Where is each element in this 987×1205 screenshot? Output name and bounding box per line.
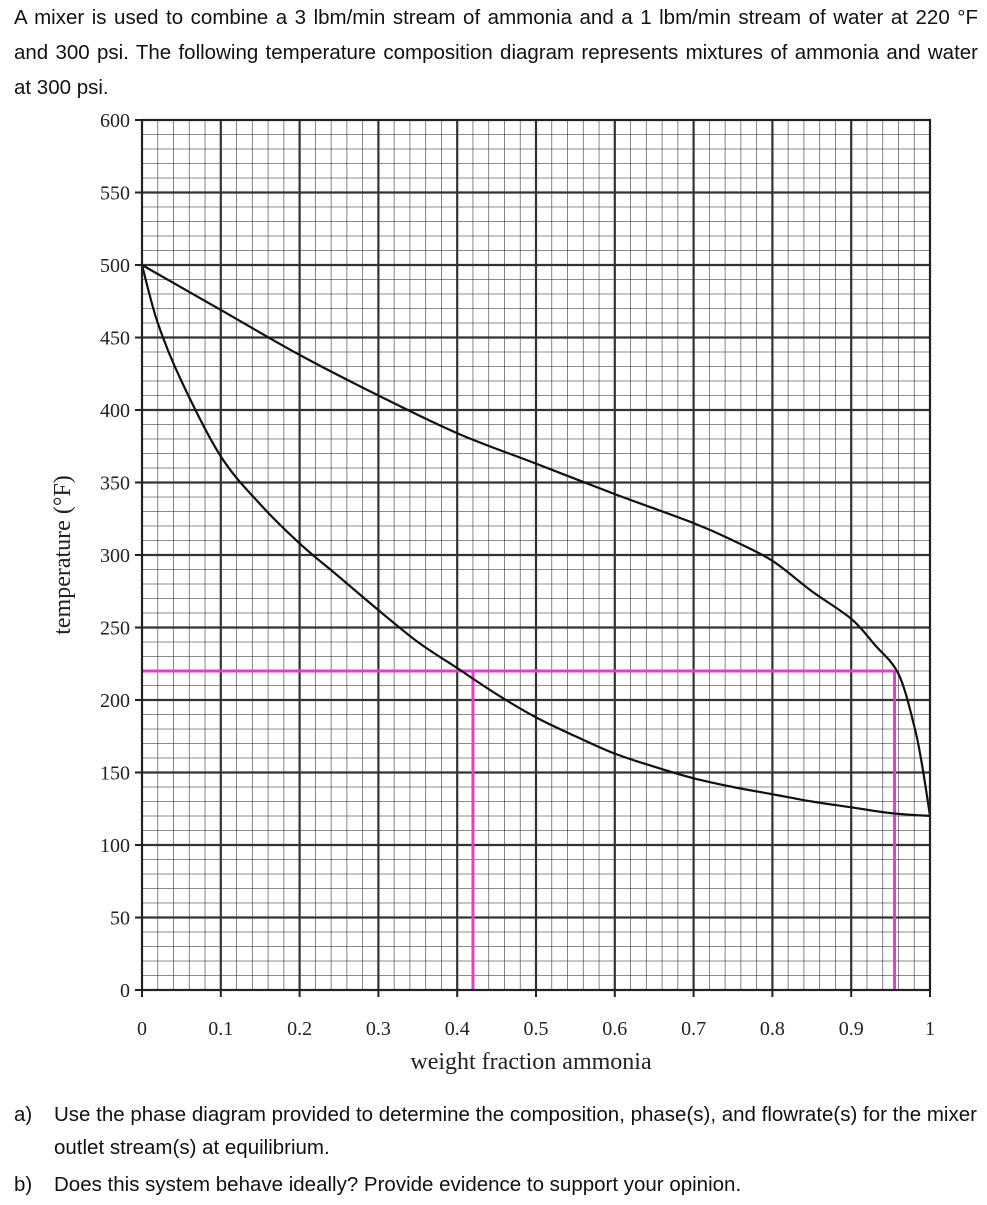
tick-labels: 0 50 100 150 200 250 300 350 400 450 500 550 600 0 0.1… [100,110,935,1040]
y-tick-label: 150 [100,763,130,785]
y-tick-label: 450 [100,328,130,350]
question-text: Use the phase diagram provided to determ… [54,1103,977,1159]
y-tick-label: 50 [110,908,130,930]
y-tick-label: 500 [100,255,130,277]
x-tick-label: 0.5 [524,1018,549,1040]
y-tick-label: 300 [100,545,130,567]
highlight-lines [142,669,897,990]
x-axis-label: weight fraction ammonia [410,1049,652,1075]
y-tick-label: 0 [120,980,130,1002]
question-text: Does this system behave ideally? Provide… [54,1173,742,1196]
questions-list: a) Use the phase diagram provided to det… [14,1098,979,1205]
temperature-composition-chart: 0 50 100 150 200 250 300 350 400 450 500 550 600 0 0.1… [50,110,935,1075]
x-tick-label: 0.3 [366,1018,391,1040]
x-tick-label: 0.6 [602,1018,627,1040]
problem-intro: A mixer is used to combine a 3 lbm/min s… [14,6,978,99]
y-tick-label: 250 [100,618,130,640]
question-a: a) Use the phase diagram provided to det… [14,1098,979,1164]
major-gridlines [142,120,930,990]
phase-curves [140,264,932,818]
y-tick-label: 600 [100,110,130,132]
y-axis-label: temperature (°F) [50,475,76,635]
bubble-point-curve [140,264,931,818]
x-tick-label: 0 [137,1018,147,1040]
x-tick-label: 1 [925,1018,935,1040]
question-label: a) [14,1103,33,1126]
y-tick-label: 400 [100,400,130,422]
x-tick-label: 0.1 [208,1018,233,1040]
axis-labels: weight fraction ammonia temperature (°F) [50,475,652,1075]
x-tick-label: 0.7 [681,1018,706,1040]
x-tick-label: 0.2 [287,1018,312,1040]
y-tick-label: 100 [100,835,130,857]
y-tick-label: 200 [100,690,130,712]
dew-point-curve [141,264,932,817]
question-b: b) Does this system behave ideally? Prov… [14,1168,979,1201]
x-tick-label: 0.9 [839,1018,864,1040]
x-tick-label: 0.4 [445,1018,470,1040]
y-tick-label: 350 [100,473,130,495]
question-label: b) [14,1173,33,1196]
y-tick-label: 550 [100,183,130,205]
x-tick-label: 0.8 [760,1018,785,1040]
